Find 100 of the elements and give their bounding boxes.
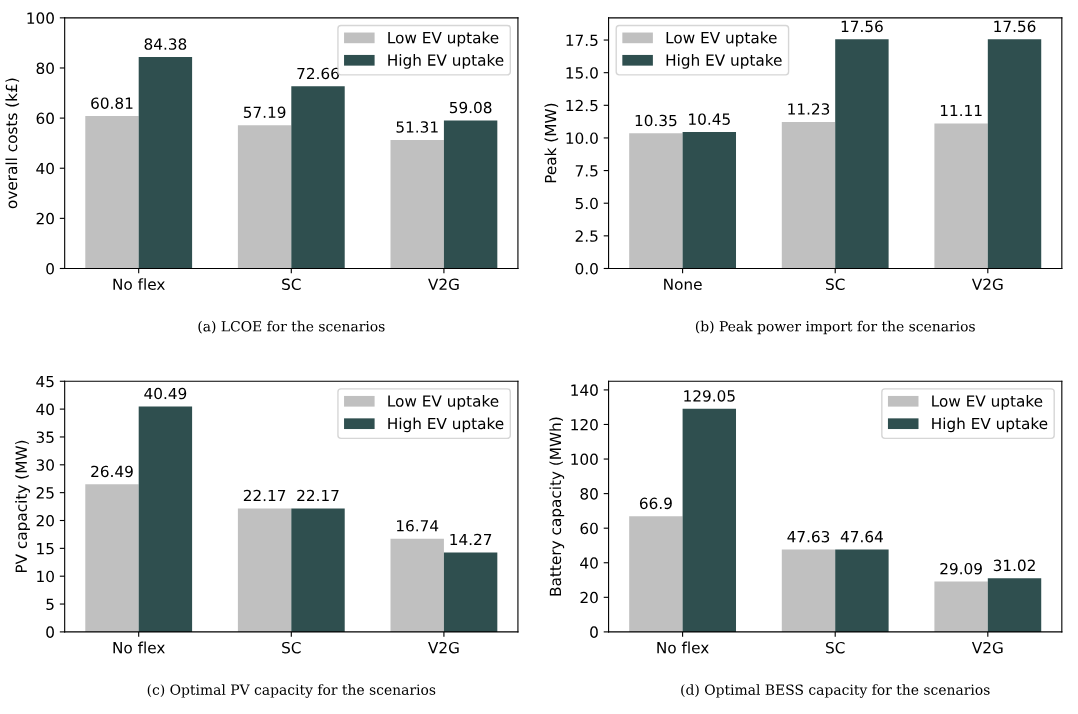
bar — [934, 581, 988, 632]
bar — [629, 516, 683, 632]
data-label: 22.17 — [297, 489, 339, 502]
y-tick-label: 60 — [36, 112, 54, 125]
y-tick-label: 35 — [36, 431, 54, 443]
y-axis-title: PV capacity (MW) — [15, 440, 30, 573]
bar — [987, 39, 1042, 269]
data-label: 11.11 — [940, 104, 982, 117]
data-label: 10.35 — [635, 114, 677, 127]
y-tick-label: 0.0 — [575, 262, 598, 275]
data-label: 72.66 — [297, 67, 339, 80]
data-label: 59.08 — [449, 101, 492, 114]
x-axis-title: (d) Optimal BESS capacity for the scenarios — [681, 684, 990, 698]
data-label: 11.23 — [788, 103, 830, 115]
data-label: 22.17 — [243, 489, 286, 502]
data-label: 10.45 — [689, 113, 730, 125]
x-tick-label: SC — [826, 278, 845, 291]
data-label: 47.63 — [787, 530, 830, 543]
data-label: 17.56 — [841, 20, 883, 33]
y-tick-label: 20 — [580, 591, 598, 604]
bar — [443, 120, 498, 269]
y-tick-label: 10.0 — [566, 132, 598, 144]
bar — [934, 123, 988, 269]
y-tick-label: 20 — [36, 212, 54, 225]
y-tick-label: 0 — [590, 626, 598, 638]
legend-label: Low EV uptake — [932, 395, 1043, 410]
y-tick-label: 0 — [46, 262, 54, 275]
y-tick-label: 7.5 — [575, 165, 598, 177]
bar — [781, 121, 836, 269]
x-tick-label: No flex — [113, 278, 165, 291]
y-tick-label: 40 — [36, 162, 54, 175]
bar — [443, 552, 498, 632]
bar — [987, 578, 1042, 632]
legend-label: High EV uptake — [666, 54, 782, 69]
y-tick-label: 45 — [36, 375, 54, 388]
y-tick-label: 120 — [571, 418, 598, 431]
data-label: 29.09 — [940, 562, 982, 575]
x-tick-label: SC — [282, 641, 301, 654]
data-label: 26.49 — [91, 465, 133, 478]
x-tick-label: V2G — [428, 278, 459, 291]
x-axis-title: (c) Optimal PV capacity for the scenarios — [147, 684, 436, 698]
y-tick-label: 15 — [37, 543, 54, 555]
y-tick-label: 20 — [36, 514, 54, 527]
data-label: 129.05 — [684, 390, 735, 402]
y-tick-label: 5 — [46, 598, 54, 611]
data-label: 66.9 — [639, 497, 672, 510]
bar — [138, 406, 193, 632]
bar — [835, 39, 889, 269]
x-tick-label: SC — [282, 278, 301, 291]
y-tick-label: 12.5 — [566, 99, 598, 112]
bar — [85, 484, 139, 632]
y-tick-label: 80 — [36, 62, 54, 74]
y-tick-label: 40 — [580, 557, 598, 569]
x-tick-label: No flex — [113, 641, 165, 654]
x-tick-label: No flex — [657, 641, 709, 654]
y-tick-label: 40 — [36, 403, 54, 416]
y-tick-label: 25 — [36, 487, 54, 499]
y-tick-label: 100 — [27, 12, 54, 24]
x-tick-label: SC — [826, 641, 845, 654]
x-axis-title: (b) Peak power import for the scenarios — [695, 320, 975, 335]
bar — [291, 508, 345, 632]
bar — [781, 549, 836, 632]
data-label: 57.19 — [243, 106, 286, 119]
y-tick-label: 2.5 — [575, 230, 598, 242]
data-label: 31.02 — [993, 559, 1035, 572]
y-tick-label: 30 — [36, 459, 54, 471]
legend-label: Low EV uptake — [388, 395, 499, 410]
y-tick-label: 15.0 — [566, 67, 598, 79]
y-tick-label: 60 — [580, 522, 598, 535]
x-tick-label: V2G — [428, 641, 459, 654]
y-tick-label: 10 — [37, 570, 54, 583]
bar — [291, 86, 345, 269]
data-label: 14.27 — [450, 533, 492, 546]
bar — [682, 408, 737, 632]
y-tick-label: 0 — [46, 626, 54, 638]
y-tick-label: 100 — [571, 453, 598, 466]
legend-label: High EV uptake — [388, 54, 504, 69]
legend-label: Low EV uptake — [388, 31, 499, 47]
y-tick-label: 140 — [571, 384, 598, 396]
y-axis-title: overall costs (k£) — [5, 78, 20, 209]
bar — [390, 139, 444, 269]
data-label: 60.81 — [91, 97, 133, 109]
bar — [237, 508, 292, 632]
legend-label: High EV uptake — [932, 417, 1048, 433]
bar — [138, 57, 193, 269]
bar — [682, 132, 737, 269]
bar — [629, 133, 683, 269]
y-tick-label: 17.5 — [566, 34, 598, 47]
y-axis-title: Battery capacity (MWh) — [549, 417, 565, 596]
data-label: 17.56 — [994, 20, 1036, 33]
data-label: 51.31 — [396, 121, 438, 133]
x-axis-title: (a) LCOE for the scenarios — [198, 320, 385, 334]
data-label: 47.64 — [840, 530, 883, 543]
y-tick-label: 80 — [580, 488, 598, 500]
x-tick-label: V2G — [971, 641, 1003, 654]
y-tick-label: 5.0 — [575, 197, 598, 210]
bar — [237, 125, 292, 269]
x-tick-label: V2G — [971, 278, 1003, 291]
legend-label: High EV uptake — [388, 417, 504, 433]
x-tick-label: None — [664, 278, 702, 291]
